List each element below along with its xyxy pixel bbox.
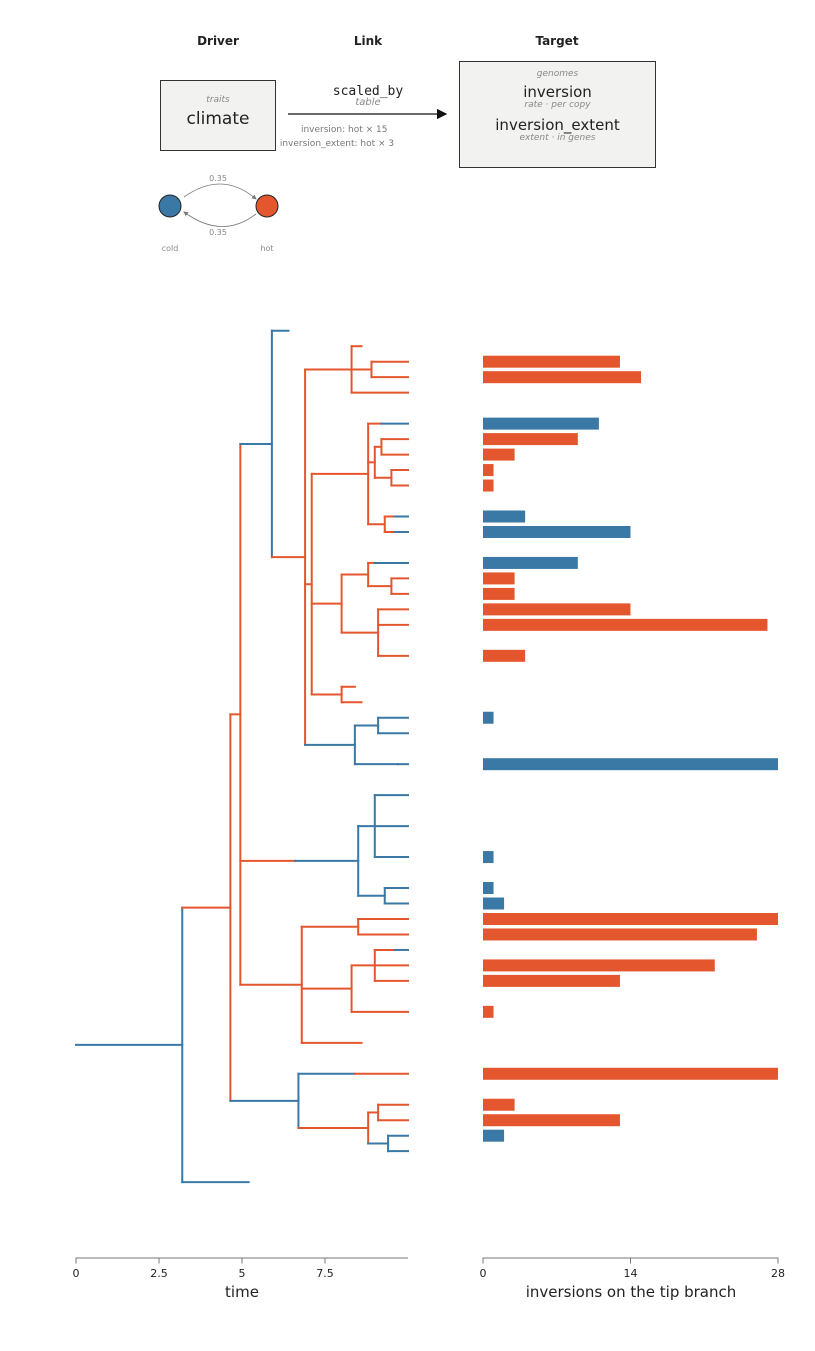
inversions-axis: 0 14 28 inversions on the tip branch <box>480 1257 785 1301</box>
driver-category: traits <box>206 95 230 105</box>
driver-box: traits climate <box>160 80 276 151</box>
time-tick-label-0: 0 <box>73 1267 80 1280</box>
time-tick-label-1: 2.5 <box>150 1267 168 1280</box>
tip-bar-12 <box>483 603 631 616</box>
tip-bar-17 <box>483 851 494 864</box>
tip-bar-18 <box>483 882 494 895</box>
target-item-inversion: inversion <box>523 83 592 101</box>
link-function: scaled_by <box>332 84 404 99</box>
inversions-tick-label-1: 14 <box>624 1267 638 1280</box>
link-line-inversion-extent: inversion_extent: hot × 3 <box>279 139 395 149</box>
tip-bar-5 <box>483 464 494 477</box>
tip-bar-chart <box>483 355 778 1142</box>
tip-bar-15 <box>483 711 494 724</box>
target-category: genomes <box>536 69 579 79</box>
link-label: scaled_by table <box>333 84 403 108</box>
markov-diagram: 0.35 0.35 cold hot <box>158 174 279 253</box>
tip-bar-4 <box>483 448 515 461</box>
target-heading: Target <box>535 34 579 48</box>
state-cold-label: cold <box>162 244 179 253</box>
tip-bar-24 <box>483 1005 494 1018</box>
tip-bar-2 <box>483 417 599 430</box>
tip-bar-22 <box>483 959 715 972</box>
tip-bar-19 <box>483 897 505 910</box>
rate-label-bottom: 0.35 <box>209 228 227 237</box>
driver-heading: Driver <box>197 34 239 48</box>
phylogenetic-tree <box>75 329 409 1184</box>
tip-bar-27 <box>483 1114 620 1127</box>
time-tick-label-3: 7.5 <box>316 1267 334 1280</box>
link-kind: table <box>355 97 381 108</box>
state-cold-node <box>158 194 182 218</box>
inversions-axis-title: inversions on the tip branch <box>526 1283 737 1301</box>
driver-name: climate <box>186 109 250 129</box>
tip-bar-28 <box>483 1129 505 1142</box>
target-item-extent-sub: extent · in genes <box>519 133 596 143</box>
transition-cold-to-hot <box>183 183 257 200</box>
tip-bar-25 <box>483 1067 778 1080</box>
tip-bar-10 <box>483 572 515 585</box>
tip-bar-13 <box>483 618 768 631</box>
state-hot-label: hot <box>260 244 273 253</box>
time-tick-label-2: 5 <box>239 1267 246 1280</box>
rate-label-top: 0.35 <box>209 174 227 183</box>
inversions-tick-label-2: 28 <box>771 1267 785 1280</box>
tip-bar-20 <box>483 912 778 925</box>
tip-bar-7 <box>483 510 526 523</box>
tip-bar-11 <box>483 587 515 600</box>
tip-bar-3 <box>483 433 578 446</box>
tip-bar-8 <box>483 525 631 538</box>
tip-bar-16 <box>483 758 778 771</box>
link-line-inversion: inversion: hot × 15 <box>300 125 388 135</box>
tip-bar-21 <box>483 928 757 941</box>
state-hot-node <box>255 194 279 218</box>
link-heading: Link <box>353 34 383 48</box>
transition-hot-to-cold <box>183 211 257 227</box>
target-box: genomes inversion rate · per copy invers… <box>459 61 656 168</box>
time-axis: 0 2.5 5 7.5 time <box>73 1257 408 1301</box>
target-item-inversion-sub: rate · per copy <box>524 100 591 110</box>
target-item-extent: inversion_extent <box>495 116 620 134</box>
tip-bar-6 <box>483 479 494 492</box>
time-axis-title: time <box>225 1283 259 1301</box>
tip-bar-1 <box>483 371 642 384</box>
tip-bar-0 <box>483 355 620 368</box>
tip-bar-14 <box>483 649 526 662</box>
driver-link-target-header: Driver Link Target traits climate scaled… <box>0 0 815 270</box>
tip-bar-9 <box>483 556 578 569</box>
tip-bar-26 <box>483 1098 515 1111</box>
tip-bar-23 <box>483 974 620 987</box>
inversions-tick-label-0: 0 <box>480 1267 487 1280</box>
